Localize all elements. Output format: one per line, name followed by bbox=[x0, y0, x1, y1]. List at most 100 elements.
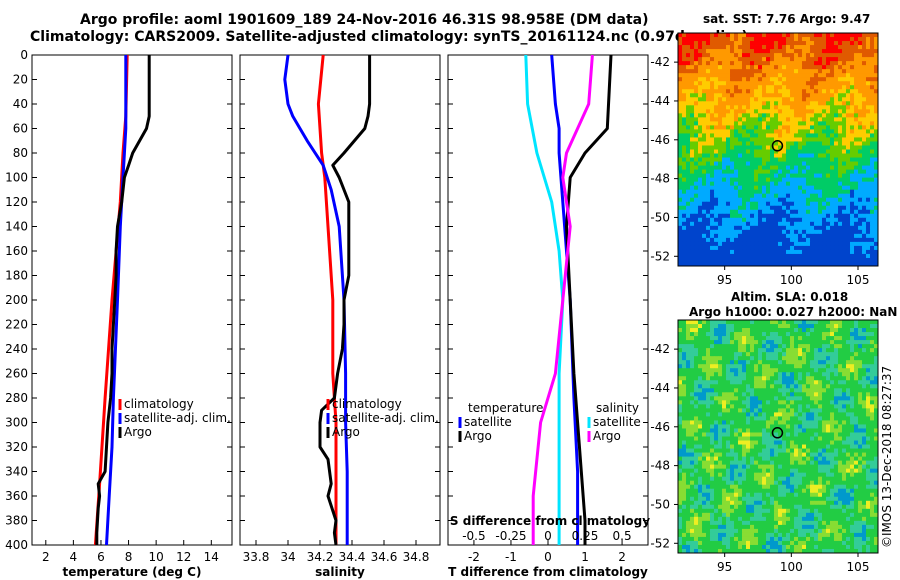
sla_map-cell bbox=[802, 336, 807, 341]
sla_map-cell bbox=[702, 436, 707, 441]
sst_map-cell bbox=[794, 197, 799, 203]
sla_map-cell bbox=[858, 340, 863, 345]
sst_map-cell bbox=[738, 153, 743, 158]
sst_map-cell bbox=[746, 153, 751, 158]
sla_map-cell bbox=[718, 416, 723, 421]
sla_map-cell bbox=[862, 404, 867, 409]
sla_map-cell bbox=[722, 324, 727, 329]
sst_map-cell bbox=[766, 93, 771, 98]
sla_map-cell bbox=[686, 404, 691, 409]
sst_map-cell bbox=[794, 205, 799, 211]
sst_map-cell bbox=[762, 261, 767, 267]
sst_map-cell bbox=[710, 217, 715, 223]
sla_map-cell bbox=[778, 360, 783, 365]
temperature-frame bbox=[31, 54, 233, 546]
sst_map-cell bbox=[722, 109, 727, 114]
sst_map-cell bbox=[682, 129, 687, 134]
sla_map-cell bbox=[794, 348, 799, 353]
sla_map-cell bbox=[722, 432, 727, 437]
sla_map-cell bbox=[818, 328, 823, 333]
sla_map-cell bbox=[770, 372, 775, 377]
sst_map-cell bbox=[694, 221, 699, 227]
sla_map-cell bbox=[774, 320, 779, 325]
sst_map-cell bbox=[818, 241, 823, 247]
sla_map-cell bbox=[818, 420, 823, 425]
sla_map-cell bbox=[798, 428, 803, 433]
sst_map-cell bbox=[718, 93, 723, 98]
sla_map-cell bbox=[694, 376, 699, 381]
sla_map-cell bbox=[846, 400, 851, 405]
sst_map-cell bbox=[806, 257, 811, 263]
sla_map-cell bbox=[822, 332, 827, 337]
diff-legend-temp-label: satellite bbox=[464, 415, 512, 429]
sst_map-cell bbox=[822, 113, 827, 118]
sst_map-cell bbox=[734, 249, 739, 255]
temperature-xtick-label: 14 bbox=[204, 550, 219, 564]
sla_map-cell bbox=[862, 360, 867, 365]
sla_map-cell bbox=[702, 328, 707, 333]
sla_map-cell bbox=[698, 448, 703, 453]
sst_map-cell bbox=[754, 65, 759, 70]
sla_map-cell bbox=[770, 460, 775, 466]
sst_map-cell bbox=[742, 77, 747, 82]
sla_map-cell bbox=[798, 464, 803, 470]
sla_map-cell bbox=[746, 320, 751, 325]
sst_map-cell bbox=[746, 73, 751, 78]
sst_map-cell bbox=[874, 121, 879, 126]
difference-series-s-satellite bbox=[524, 54, 565, 545]
sst_map-cell bbox=[794, 93, 799, 98]
sla_map-cell bbox=[798, 420, 803, 425]
sst_map-cell bbox=[838, 61, 843, 66]
sla_map-cell bbox=[686, 428, 691, 433]
sst_map-cell bbox=[810, 37, 815, 42]
sst_map-cell bbox=[730, 97, 735, 102]
sst_map-cell bbox=[782, 233, 787, 239]
sst_map-cell bbox=[754, 201, 759, 207]
sst_map-cell bbox=[714, 117, 719, 122]
sst_map-cell bbox=[702, 105, 707, 110]
sst_map-cell bbox=[694, 185, 699, 191]
sla_map-cell bbox=[750, 376, 755, 381]
sst_map-cell bbox=[806, 157, 811, 162]
sst_map-cell bbox=[794, 77, 799, 82]
sst_map-cell bbox=[698, 177, 703, 183]
sst_map-cell bbox=[870, 185, 875, 191]
sst_map-cell bbox=[790, 157, 795, 162]
sst_map-cell bbox=[870, 189, 875, 195]
sst_map-cell bbox=[842, 85, 847, 90]
sst_map-cell bbox=[710, 45, 715, 50]
sst_map-cell bbox=[718, 193, 723, 199]
sla_map-cell bbox=[786, 456, 791, 462]
sla_map-cell bbox=[854, 456, 859, 462]
sst_map-cell bbox=[754, 93, 759, 98]
sla_map-cell bbox=[698, 412, 703, 417]
sst_map-cell bbox=[850, 241, 855, 247]
sla_map-cell bbox=[850, 428, 855, 433]
sla_map-cell bbox=[838, 400, 843, 405]
sla_map-cell bbox=[698, 336, 703, 341]
sla_map-cell bbox=[738, 376, 743, 381]
sla_map-cell bbox=[818, 428, 823, 433]
sst_map-cell bbox=[706, 89, 711, 94]
sst_map-cell bbox=[730, 61, 735, 66]
sst_map-cell bbox=[738, 141, 743, 146]
sla_map-cell bbox=[770, 360, 775, 365]
sla_map-cell bbox=[838, 436, 843, 441]
sst_map-cell bbox=[750, 157, 755, 162]
sla_map-cell bbox=[846, 464, 851, 470]
sst_map-cell bbox=[802, 189, 807, 195]
sst_map-cell bbox=[814, 253, 819, 259]
sla_map-cell bbox=[830, 392, 835, 397]
sst_map-cell bbox=[690, 261, 695, 267]
sst_map-cell bbox=[746, 113, 751, 118]
sla_map-cell bbox=[746, 348, 751, 353]
sla_map-cell bbox=[854, 368, 859, 373]
sst_map-cell bbox=[854, 257, 859, 263]
sla_map-cell bbox=[694, 452, 699, 457]
sst_map-cell bbox=[726, 213, 731, 219]
sst_map-cell bbox=[874, 117, 879, 122]
sst_map-cell bbox=[710, 77, 715, 82]
sst_map-cell bbox=[690, 153, 695, 158]
sla_map-cell bbox=[802, 408, 807, 413]
sst_map-cell bbox=[798, 145, 803, 150]
